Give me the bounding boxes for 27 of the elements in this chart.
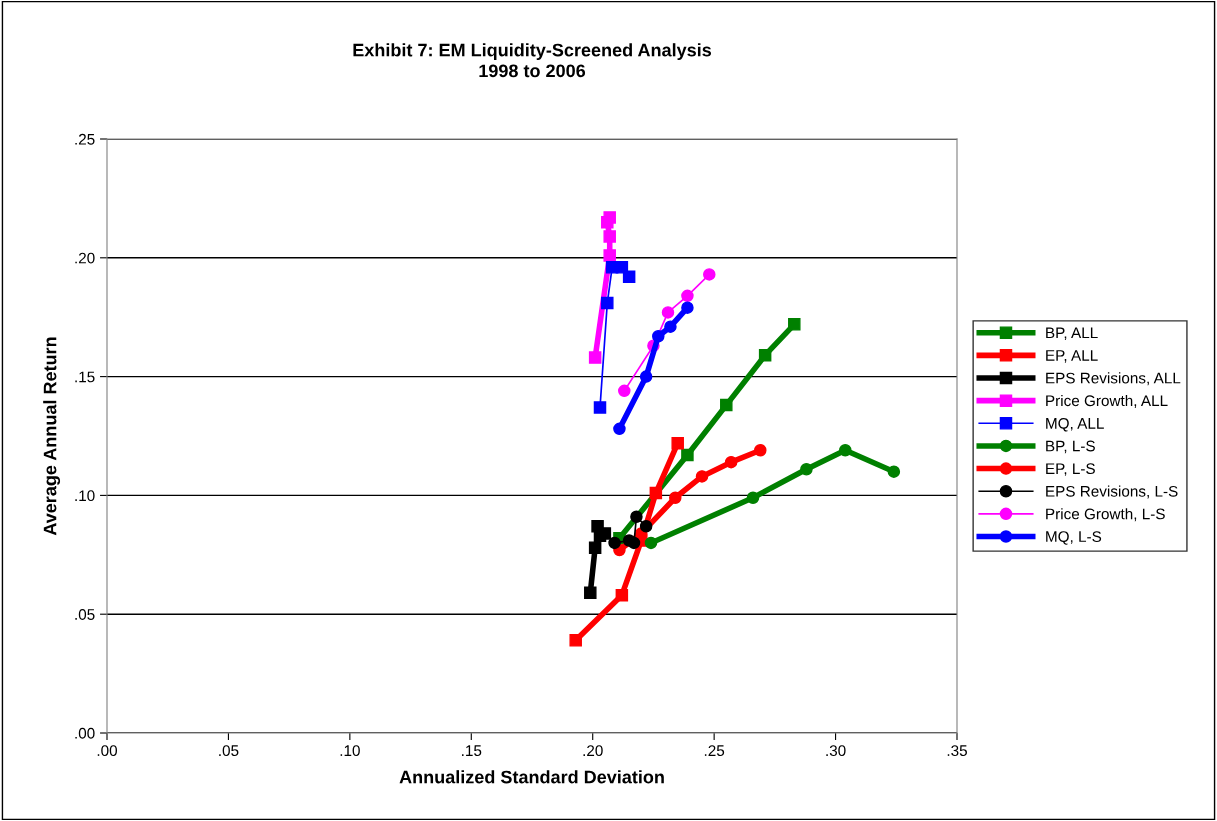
legend-label: MQ, L-S xyxy=(1046,531,1102,545)
legend-label: BP, L-S xyxy=(1046,440,1095,454)
legend-label: EP, L-S xyxy=(1046,463,1095,476)
y-axis-title: Average Annual Return xyxy=(43,337,61,536)
y-tick-label: .00 xyxy=(75,727,95,739)
x-tick-label: .30 xyxy=(826,745,846,757)
x-tick-label: .10 xyxy=(340,745,360,757)
x-tick-label: .05 xyxy=(219,745,239,757)
legend-label: BP, ALL xyxy=(1046,327,1098,341)
legend-label: EPS Revisions, L-S xyxy=(1046,485,1178,499)
x-tick-label: .35 xyxy=(947,745,967,757)
y-tick-label: .10 xyxy=(75,490,95,502)
legend-label: EPS Revisions, ALL xyxy=(1046,372,1181,386)
x-tick-label: .25 xyxy=(704,745,725,757)
chart-title: Exhibit 7: EM Liquidity-Screened Analysis 1998 to 2006 xyxy=(353,43,712,78)
x-tick-label: .15 xyxy=(462,745,482,757)
y-tick-label: .20 xyxy=(75,252,95,264)
legend-label: MQ, ALL xyxy=(1046,417,1104,432)
y-tick-label: .05 xyxy=(75,609,95,620)
legend-label: Price Growth, L-S xyxy=(1046,508,1165,522)
y-tick-label: .25 xyxy=(75,133,95,145)
x-tick-label: .20 xyxy=(583,745,603,757)
y-tick-label: .15 xyxy=(75,371,95,383)
legend-label: Price Growth, ALL xyxy=(1046,394,1168,408)
legend-label: EP, ALL xyxy=(1046,350,1098,363)
x-axis-title: Annualized Standard Deviation xyxy=(399,770,664,784)
x-tick-label: .00 xyxy=(97,745,118,757)
